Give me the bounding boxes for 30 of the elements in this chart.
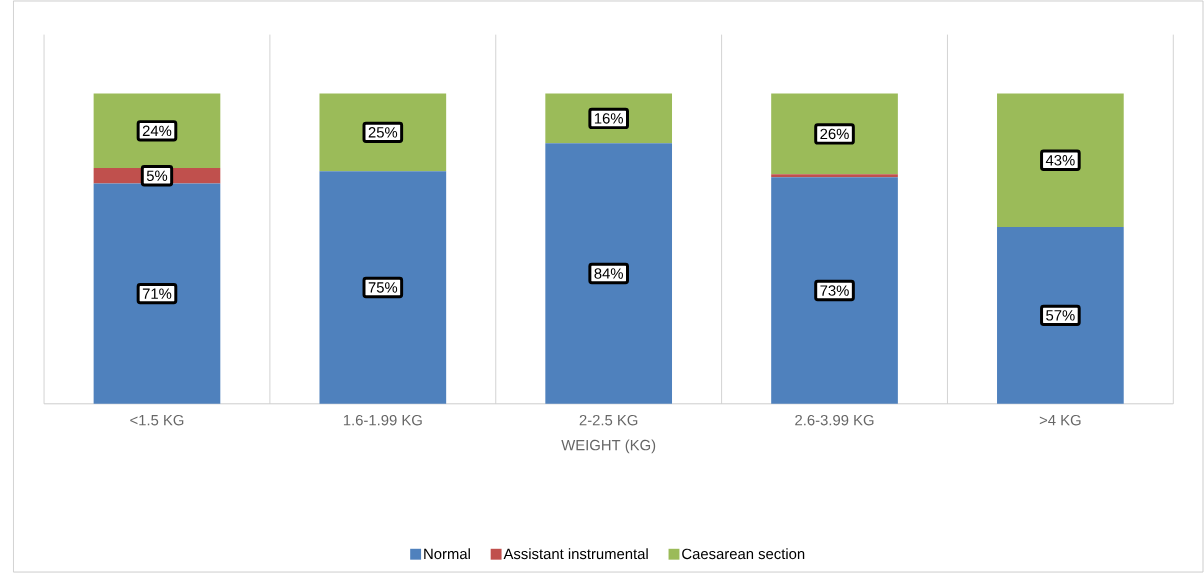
bar [771, 93, 898, 175]
x-tick-label: 1.6-1.99 KG [343, 414, 422, 426]
legend-label: Caesarean section [682, 548, 805, 560]
data-label: 24% [142, 125, 172, 137]
bar [545, 143, 673, 404]
bar [997, 226, 1124, 404]
data-label: 43% [1045, 155, 1075, 166]
x-tick-label: 2-2.5 KG [579, 414, 638, 426]
x-tick-label: 2.6-3.99 KG [795, 414, 874, 426]
data-label: 57% [1046, 310, 1075, 321]
bar [319, 171, 447, 404]
bar [319, 93, 447, 172]
data-label: 26% [820, 128, 849, 140]
data-label: 84% [594, 268, 623, 279]
data-label: 73% [820, 285, 849, 296]
data-label: 5% [146, 170, 168, 181]
data-label: 16% [594, 113, 623, 124]
bar [771, 174, 898, 178]
x-axis-title: WEIGHT (KG) [561, 439, 656, 454]
data-label: 71% [142, 288, 172, 299]
x-tick-label: <1.5 KG [130, 414, 184, 426]
legend-label: Normal [424, 548, 470, 560]
bar [93, 183, 221, 404]
data-label: 75% [368, 282, 398, 293]
bar [771, 177, 898, 404]
bar [997, 93, 1124, 227]
data-label: 25% [368, 127, 398, 138]
bar [93, 93, 221, 169]
legend-label: Assistant instrumental [503, 548, 648, 560]
x-tick-label: >4 KG [1039, 414, 1081, 426]
